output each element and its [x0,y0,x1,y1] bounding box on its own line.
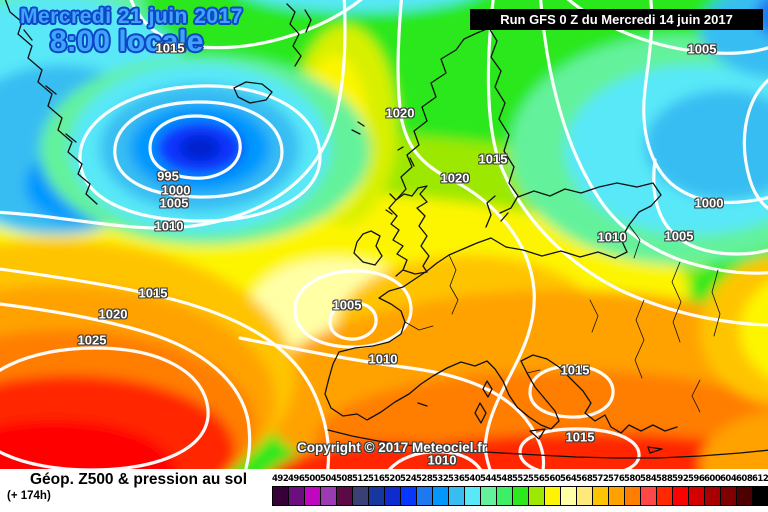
scale-value: 500 [304,474,321,484]
scale-swatch [529,487,545,505]
scale-value: 588 [656,474,673,484]
pressure-label: 1015 [138,285,168,301]
scale-swatch [337,487,353,505]
scale-swatch [449,487,465,505]
scale-swatch [369,487,385,505]
scale-value: 556 [528,474,545,484]
scale-swatch [577,487,593,505]
scale-value: 508 [336,474,353,484]
scale-swatch [753,487,768,505]
scale-swatch [673,487,689,505]
scale-value: 608 [736,474,753,484]
scale-swatch [641,487,657,505]
pressure-label: 1005 [159,195,189,211]
scale-value: 584 [640,474,657,484]
scale-swatch [625,487,641,505]
scale-value: 532 [432,474,449,484]
pressure-label: 1005 [664,228,694,244]
pressure-label: 1015 [478,151,508,167]
scale-swatch [465,487,481,505]
scale-swatch [593,487,609,505]
pressure-label: 1000 [694,195,724,211]
weather-map: Mercredi 21 juin 2017 8:00 locale Run GF… [0,0,768,469]
pressure-label: 1020 [385,105,415,121]
scale-value: 600 [704,474,721,484]
scale-value: 520 [384,474,401,484]
pressure-label: 1005 [332,297,362,313]
pressure-label: 1025 [77,332,107,348]
scale-swatch [545,487,561,505]
scale-value: 552 [512,474,529,484]
pressure-label: 1015 [560,362,590,378]
scale-value: 524 [400,474,417,484]
model-run-banner: Run GFS 0 Z du Mercredi 14 juin 2017 [470,9,763,30]
scale-value: 548 [496,474,513,484]
scale-swatch [705,487,721,505]
pressure-label: 1015 [155,40,185,56]
scale-swatch [689,487,705,505]
scale-value: 560 [544,474,561,484]
scale-value: 596 [688,474,705,484]
map-local-time: 8:00 locale [50,25,204,58]
legend-forecast-hour: (+ 174h) [7,490,51,502]
scale-swatch [737,487,753,505]
pressure-label: 995 [157,168,179,184]
pressure-label: 1020 [98,306,128,322]
scale-value: 512 [352,474,369,484]
scale-value: 576 [608,474,625,484]
scale-value: 612 [752,474,768,484]
scale-swatch [385,487,401,505]
scale-value: 496 [288,474,305,484]
scale-swatch [721,487,737,505]
scale-value: 492 [272,474,289,484]
scale-value: 592 [672,474,689,484]
scale-value: 504 [320,474,337,484]
scale-value: 572 [592,474,609,484]
scale-value: 516 [368,474,385,484]
scale-value: 544 [480,474,497,484]
copyright-notice: Copyright © 2017 Meteociel.fr [297,440,487,455]
scale-value: 540 [464,474,481,484]
pressure-label: 1010 [368,351,398,367]
scale-swatch [433,487,449,505]
scale-swatch [417,487,433,505]
scale-swatches [272,486,768,506]
scale-value: 528 [416,474,433,484]
scale-swatch [513,487,529,505]
map-date: Mercredi 21 juin 2017 [20,5,243,28]
scale-values: 492 496 500 504 508 512 516 520 524 528 532 536 540 5… [272,474,768,484]
scale-value: 564 [560,474,577,484]
scale-swatch [561,487,577,505]
pressure-label: 1010 [427,452,457,468]
pressure-label: 1010 [597,229,627,245]
coastlines [4,0,768,459]
scale-value: 604 [720,474,737,484]
scale-swatch [401,487,417,505]
scale-swatch [273,487,289,505]
scale-swatch [497,487,513,505]
scale-value: 536 [448,474,465,484]
scale-swatch [321,487,337,505]
scale-value: 568 [576,474,593,484]
geopotential-pressure-map [0,0,768,469]
scale-swatch [481,487,497,505]
pressure-label: 1000 [161,182,191,198]
scale-value: 580 [624,474,641,484]
scale-swatch [305,487,321,505]
legend-bar: Géop. Z500 & pression au sol (+ 174h) 49… [0,469,768,512]
z500-color-field [0,0,768,469]
scale-swatch [289,487,305,505]
pressure-label: 1015 [565,429,595,445]
pressure-label: 1005 [687,41,717,57]
scale-swatch [657,487,673,505]
legend-title: Géop. Z500 & pression au sol [30,471,248,488]
scale-swatch [609,487,625,505]
pressure-label: 1020 [440,170,470,186]
scale-swatch [353,487,369,505]
pressure-label: 1010 [154,218,184,234]
